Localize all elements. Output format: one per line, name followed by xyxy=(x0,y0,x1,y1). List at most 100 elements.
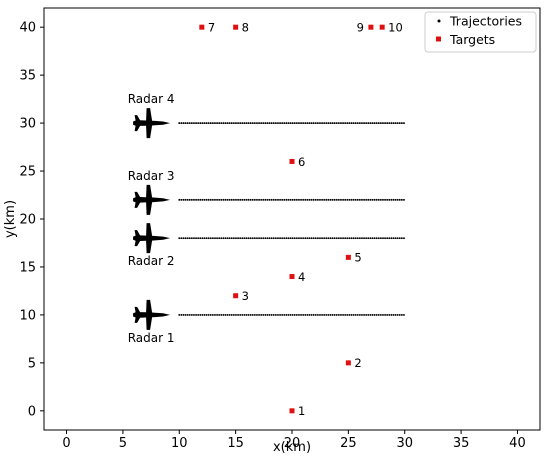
trajectory-point xyxy=(262,122,265,125)
trajectory-point xyxy=(253,237,256,240)
trajectory-point xyxy=(304,122,307,125)
trajectory-point xyxy=(356,313,359,316)
trajectory-point xyxy=(321,122,324,125)
trajectory-point xyxy=(304,313,307,316)
trajectory-point xyxy=(354,237,357,240)
trajectory-point xyxy=(312,313,315,316)
trajectory-point xyxy=(239,122,242,125)
trajectory-point xyxy=(260,122,263,125)
trajectory-point xyxy=(382,198,384,201)
trajectory-point xyxy=(367,198,370,201)
trajectory-point xyxy=(245,237,248,240)
trajectory-point xyxy=(186,198,189,201)
trajectory-point xyxy=(319,198,321,201)
trajectory-point xyxy=(199,198,202,201)
trajectory-point xyxy=(382,122,384,125)
trajectory-point xyxy=(232,313,235,316)
trajectory-point xyxy=(335,122,338,125)
trajectory-point xyxy=(279,237,282,240)
trajectory-point xyxy=(186,237,189,240)
trajectory-point xyxy=(281,237,284,240)
trajectory-point xyxy=(325,237,328,240)
trajectory-point xyxy=(398,237,401,240)
target-label: 6 xyxy=(298,155,305,169)
trajectory-point xyxy=(283,122,286,125)
trajectory-point xyxy=(375,122,378,125)
trajectory-point xyxy=(243,313,246,316)
trajectory-point xyxy=(308,313,311,316)
trajectory-point xyxy=(247,198,250,201)
trajectory-point xyxy=(262,198,265,201)
trajectory-point xyxy=(369,237,372,240)
trajectory-point xyxy=(298,198,300,201)
trajectory-point xyxy=(178,313,181,316)
trajectory-point xyxy=(205,313,208,316)
trajectory-point xyxy=(214,237,216,240)
trajectory-point xyxy=(342,313,345,316)
trajectory-point xyxy=(277,237,279,240)
trajectory-point xyxy=(237,313,240,316)
trajectory-point xyxy=(274,122,277,125)
x-axis-label: x(km) xyxy=(273,440,311,455)
target-label: 8 xyxy=(242,20,249,34)
target-label: 3 xyxy=(242,289,249,303)
trajectory-point xyxy=(375,198,378,201)
trajectory-point xyxy=(260,313,263,316)
trajectory-point xyxy=(209,198,212,201)
trajectory-point xyxy=(253,313,256,316)
trajectory-point xyxy=(283,237,286,240)
trajectory-point xyxy=(325,198,328,201)
trajectory-point xyxy=(266,122,269,125)
trajectory-point xyxy=(235,313,237,316)
legend-trajectories-label: Trajectories xyxy=(449,14,522,29)
trajectory-point xyxy=(207,122,210,125)
trajectory-point xyxy=(224,198,227,201)
trajectory-point xyxy=(260,198,263,201)
trajectory-point xyxy=(190,122,193,125)
trajectory-point xyxy=(312,237,315,240)
trajectory-point xyxy=(335,198,338,201)
target-marker xyxy=(199,24,205,30)
trajectory-point xyxy=(314,237,317,240)
trajectory-point xyxy=(201,198,204,201)
trajectory-point xyxy=(184,237,187,240)
trajectory-point xyxy=(249,122,252,125)
trajectory-point xyxy=(346,122,349,125)
trajectory-point xyxy=(245,313,248,316)
trajectory-point xyxy=(190,313,193,316)
radar-label: Radar 4 xyxy=(128,92,175,106)
trajectory-point xyxy=(218,313,221,316)
trajectory-point xyxy=(232,198,235,201)
trajectory-point xyxy=(258,198,261,201)
y-tick-label: 0 xyxy=(28,404,36,419)
trajectory-point xyxy=(241,198,244,201)
target-label: 2 xyxy=(354,356,361,370)
trajectory-point xyxy=(180,313,183,316)
trajectory-point xyxy=(403,237,405,240)
trajectory-point xyxy=(306,237,309,240)
trajectory-point xyxy=(281,198,284,201)
trajectory-point xyxy=(386,237,389,240)
trajectory-point xyxy=(295,122,298,125)
trajectory-point xyxy=(302,313,305,316)
target-marker xyxy=(345,360,351,366)
trajectory-point xyxy=(382,313,384,316)
trajectory-point xyxy=(216,198,219,201)
trajectory-point xyxy=(371,237,374,240)
trajectory-point xyxy=(277,122,279,125)
trajectory-point xyxy=(283,198,286,201)
trajectory-point xyxy=(358,237,361,240)
trajectory-point xyxy=(323,122,326,125)
trajectory-point xyxy=(247,237,250,240)
legend-trajectories-marker xyxy=(437,19,441,23)
trajectory-point xyxy=(243,237,246,240)
trajectory-point xyxy=(287,198,290,201)
trajectory-point xyxy=(358,198,361,201)
trajectory-point xyxy=(403,313,405,316)
trajectory-point xyxy=(209,237,212,240)
trajectory-point xyxy=(232,122,235,125)
target-marker xyxy=(289,274,295,280)
trajectory-point xyxy=(211,237,214,240)
trajectory-point xyxy=(398,313,401,316)
trajectory-point xyxy=(337,237,340,240)
